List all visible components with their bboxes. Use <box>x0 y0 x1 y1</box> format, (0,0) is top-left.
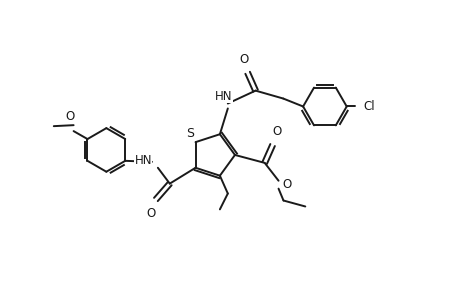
Text: O: O <box>271 125 280 138</box>
Text: Cl: Cl <box>363 100 375 113</box>
Text: O: O <box>65 110 74 123</box>
Text: HN: HN <box>134 154 151 167</box>
Text: HN: HN <box>215 89 232 103</box>
Text: O: O <box>239 53 248 66</box>
Text: O: O <box>282 178 291 191</box>
Text: O: O <box>146 207 155 220</box>
Text: S: S <box>186 127 194 140</box>
